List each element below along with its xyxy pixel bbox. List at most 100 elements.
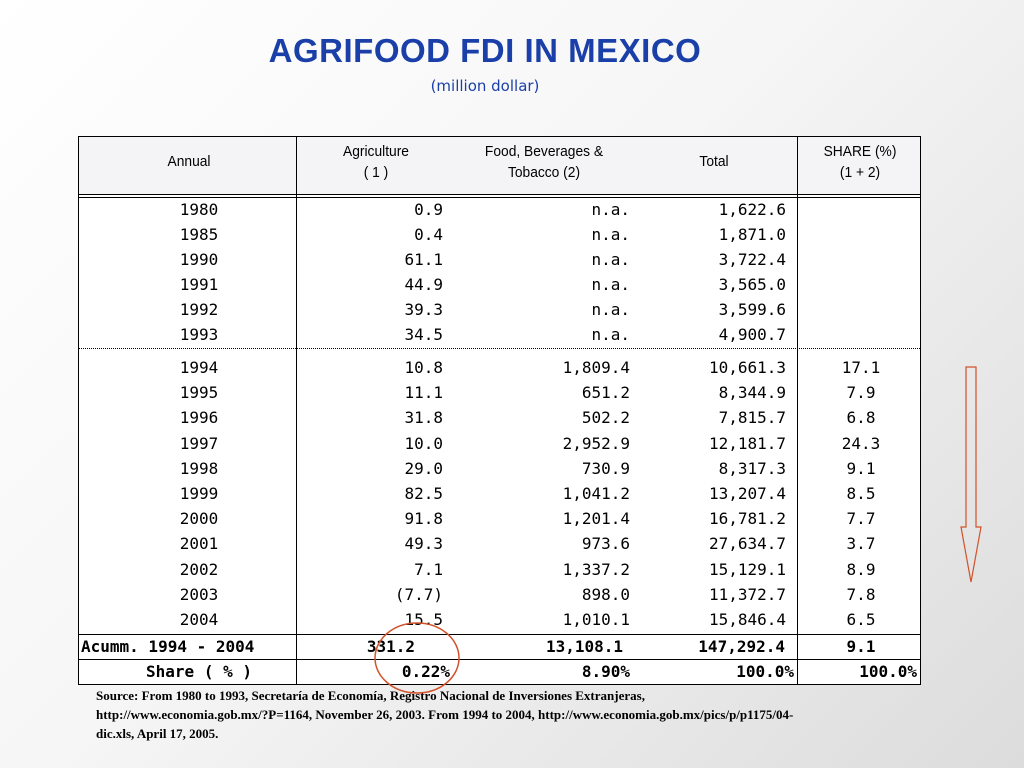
row-agriculture: 7.1 bbox=[414, 559, 443, 579]
row-agriculture: 0.4 bbox=[414, 225, 443, 244]
share-share: 100.0% bbox=[859, 662, 917, 681]
row-year: 1992 bbox=[179, 300, 219, 319]
accum-divider bbox=[79, 634, 920, 635]
header-food-line2: Tobacco (2) bbox=[507, 164, 581, 181]
row-share: 24.3 bbox=[841, 433, 881, 453]
row-total: 1,622.6 bbox=[718, 200, 786, 219]
row-agriculture: 39.3 bbox=[404, 300, 443, 319]
row-total: 1,871.0 bbox=[718, 225, 786, 244]
row-year: 1985 bbox=[179, 225, 219, 244]
accum-share: 9.1 bbox=[846, 637, 876, 656]
row-agriculture: 34.5 bbox=[404, 325, 443, 344]
row-agriculture: 0.9 bbox=[414, 200, 443, 219]
row-food: 730.9 bbox=[581, 458, 630, 478]
row-year: 2004 bbox=[179, 610, 219, 629]
row-food: 973.6 bbox=[581, 534, 630, 554]
row-share: 9.1 bbox=[846, 458, 876, 478]
row-total: 12,181.7 bbox=[708, 433, 786, 453]
row-total: 10,661.3 bbox=[708, 358, 786, 377]
row-food: 651.2 bbox=[581, 383, 630, 403]
slide-title: AGRIFOOD FDI IN MEXICO bbox=[268, 32, 702, 69]
column-divider-share bbox=[797, 137, 798, 684]
row-agriculture: 11.1 bbox=[404, 383, 443, 403]
row-agriculture: 49.3 bbox=[404, 534, 443, 554]
column-divider-annual bbox=[296, 137, 297, 684]
row-total: 7,815.7 bbox=[718, 408, 786, 428]
row-agriculture: 15.5 bbox=[404, 610, 443, 629]
source-line-1: Source: From 1980 to 1993, Secretaría de… bbox=[96, 688, 645, 703]
row-year: 1997 bbox=[179, 433, 219, 453]
highlight-circle bbox=[374, 622, 460, 694]
header-share-line2: (1 + 2) bbox=[839, 164, 881, 181]
row-share: 8.9 bbox=[846, 559, 876, 579]
row-share: 17.1 bbox=[841, 358, 881, 377]
share-total: 100.0% bbox=[736, 662, 794, 681]
row-food: 2,952.9 bbox=[562, 433, 630, 453]
row-agriculture: 44.9 bbox=[404, 275, 443, 294]
source-line-3: dic.xls, April 17, 2005. bbox=[96, 726, 219, 741]
header-total: Total bbox=[699, 153, 729, 170]
accum-label: Acumm. 1994 - 2004 bbox=[81, 637, 255, 656]
row-year: 1996 bbox=[179, 408, 219, 428]
row-total: 8,344.9 bbox=[718, 383, 786, 403]
row-food: 1,201.4 bbox=[562, 509, 630, 529]
row-agriculture: 61.1 bbox=[404, 250, 443, 269]
row-total: 16,781.2 bbox=[708, 509, 786, 529]
header-agriculture: Agriculture ( 1 ) bbox=[307, 141, 445, 183]
row-year: 1995 bbox=[179, 383, 219, 403]
row-total: 27,634.7 bbox=[708, 534, 786, 554]
row-food: n.a. bbox=[591, 200, 630, 219]
row-total: 11,372.7 bbox=[708, 584, 786, 604]
row-year: 2003 bbox=[179, 584, 219, 604]
row-share: 8.5 bbox=[846, 484, 876, 503]
fdi-table: Annual Agriculture ( 1 ) Food, Beverages… bbox=[78, 136, 921, 685]
row-year: 2000 bbox=[179, 509, 219, 529]
row-total: 8,317.3 bbox=[718, 458, 786, 478]
row-year: 2002 bbox=[179, 559, 219, 579]
row-total: 15,846.4 bbox=[708, 610, 786, 629]
period-divider bbox=[79, 348, 920, 349]
share-label: Share ( % ) bbox=[146, 662, 252, 681]
header-divider bbox=[79, 194, 920, 195]
header-food: Food, Beverages & Tobacco (2) bbox=[461, 141, 627, 183]
row-total: 13,207.4 bbox=[708, 484, 786, 503]
row-year: 1993 bbox=[179, 325, 219, 344]
row-food: n.a. bbox=[591, 325, 630, 344]
header-food-line1: Food, Beverages & bbox=[484, 143, 604, 160]
header-divider-2 bbox=[79, 197, 920, 198]
row-food: 1,010.1 bbox=[562, 610, 630, 629]
share-food: 8.90% bbox=[581, 662, 630, 681]
row-year: 1999 bbox=[179, 484, 219, 503]
row-share: 7.7 bbox=[846, 509, 876, 529]
row-food: 1,809.4 bbox=[562, 358, 630, 377]
row-total: 3,722.4 bbox=[718, 250, 786, 269]
row-food: 898.0 bbox=[581, 584, 630, 604]
row-food: n.a. bbox=[591, 250, 630, 269]
row-total: 4,900.7 bbox=[718, 325, 786, 344]
header-annual: Annual bbox=[167, 153, 211, 170]
source-note: Source: From 1980 to 1993, Secretaría de… bbox=[96, 686, 916, 743]
share-divider bbox=[79, 659, 920, 660]
row-agriculture: 82.5 bbox=[404, 484, 443, 503]
row-year: 1991 bbox=[179, 275, 219, 294]
accum-food: 13,108.1 bbox=[545, 637, 623, 656]
row-share: 6.8 bbox=[846, 408, 876, 428]
row-agriculture: 31.8 bbox=[404, 408, 443, 428]
row-food: n.a. bbox=[591, 225, 630, 244]
row-agriculture: 10.8 bbox=[404, 358, 443, 377]
row-agriculture: 91.8 bbox=[404, 509, 443, 529]
row-share: 6.5 bbox=[846, 610, 876, 629]
row-total: 3,565.0 bbox=[718, 275, 786, 294]
row-agriculture: 29.0 bbox=[404, 458, 443, 478]
row-year: 1998 bbox=[179, 458, 219, 478]
row-share: 3.7 bbox=[846, 534, 876, 554]
row-year: 1994 bbox=[179, 358, 219, 377]
source-line-2: http://www.economia.gob.mx/?P=1164, Nove… bbox=[96, 707, 794, 722]
row-agriculture: (7.7) bbox=[394, 584, 443, 604]
row-year: 2001 bbox=[179, 534, 219, 554]
row-total: 3,599.6 bbox=[718, 300, 786, 319]
header-share: SHARE (%) (1 + 2) bbox=[804, 141, 916, 183]
header-agriculture-line2: ( 1 ) bbox=[363, 164, 389, 181]
accum-total: 147,292.4 bbox=[698, 637, 785, 656]
